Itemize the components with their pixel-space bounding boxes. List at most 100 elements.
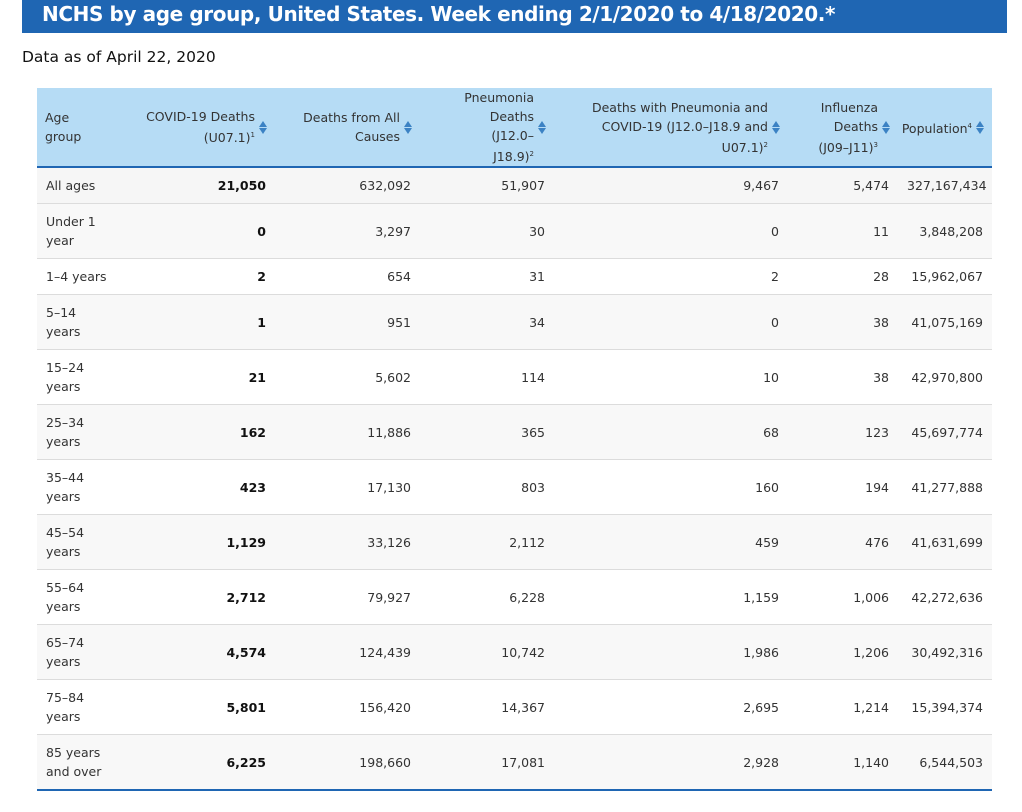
- pneumonia-deaths-cell: 6,228: [420, 569, 554, 626]
- table-row: Under 1 year 0 3,297 30 0 11 3,848,208: [37, 203, 992, 260]
- influenza-deaths-cell: 1,006: [788, 569, 898, 626]
- header-all-causes[interactable]: Deaths from All Causes: [275, 88, 420, 169]
- covid-deaths-cell: 162: [132, 404, 275, 461]
- pneumonia-covid-cell: 1,986: [554, 624, 788, 681]
- table-row: 35–44 years 423 17,130 803 160 194 41,277,888: [37, 459, 992, 516]
- covid-deaths-cell: 5,801: [132, 679, 275, 736]
- influenza-deaths-cell: 38: [788, 294, 898, 351]
- influenza-deaths-cell: 123: [788, 404, 898, 461]
- pneumonia-covid-cell: 2,928: [554, 734, 788, 792]
- pneumonia-deaths-cell: 51,907: [420, 167, 554, 205]
- age-group-cell: 45–54 years: [37, 514, 132, 571]
- pneumonia-deaths-cell: 34: [420, 294, 554, 351]
- population-cell: 41,075,169: [898, 294, 992, 351]
- influenza-deaths-cell: 476: [788, 514, 898, 571]
- influenza-deaths-cell: 1,214: [788, 679, 898, 736]
- pneumonia-deaths-cell: 114: [420, 349, 554, 406]
- sort-arrows-icon[interactable]: [882, 120, 890, 134]
- header-pneumonia-covid[interactable]: Deaths with Pneumonia and COVID-19 (J12.…: [554, 88, 788, 169]
- population-cell: 41,631,699: [898, 514, 992, 571]
- age-group-cell: Under 1 year: [37, 203, 132, 260]
- table-row: 45–54 years 1,129 33,126 2,112 459 476 41,631,…: [37, 514, 992, 571]
- influenza-deaths-cell: 28: [788, 258, 898, 296]
- all-causes-cell: 198,660: [275, 734, 420, 792]
- header-label: Deaths with Pneumonia and COVID-19 (J12.…: [591, 99, 768, 155]
- table-row: 65–74 years 4,574 124,439 10,742 1,986 1,206 3…: [37, 624, 992, 681]
- sort-arrows-icon[interactable]: [976, 120, 984, 134]
- population-cell: 15,394,374: [898, 679, 992, 736]
- all-causes-cell: 124,439: [275, 624, 420, 681]
- pneumonia-covid-cell: 2,695: [554, 679, 788, 736]
- data-table-container: Age group COVID-19 Deaths (U07.1)1 Deaths …: [37, 88, 992, 792]
- covid-deaths-cell: 0: [132, 203, 275, 260]
- all-causes-cell: 79,927: [275, 569, 420, 626]
- covid-deaths-cell: 1,129: [132, 514, 275, 571]
- pneumonia-deaths-cell: 803: [420, 459, 554, 516]
- covid-deaths-cell: 21: [132, 349, 275, 406]
- age-group-cell: 65–74 years: [37, 624, 132, 681]
- age-group-cell: 85 years and over: [37, 734, 132, 792]
- age-group-cell: 15–24 years: [37, 349, 132, 406]
- header-influenza-deaths[interactable]: Influenza Deaths (J09–J11)3: [788, 88, 898, 169]
- pneumonia-covid-cell: 10: [554, 349, 788, 406]
- population-cell: 6,544,503: [898, 734, 992, 792]
- population-cell: 3,848,208: [898, 203, 992, 260]
- header-label: COVID-19 Deaths (U07.1)1: [146, 109, 255, 146]
- sort-arrows-icon[interactable]: [404, 120, 412, 134]
- data-as-of-text: Data as of April 22, 2020: [22, 48, 216, 66]
- table-row: 1–4 years 2 654 31 2 28 15,962,067: [37, 258, 992, 296]
- pneumonia-covid-cell: 459: [554, 514, 788, 571]
- footnote-marker: 2: [529, 150, 534, 158]
- all-causes-cell: 654: [275, 258, 420, 296]
- table-row: 25–34 years 162 11,886 365 68 123 45,697,774: [37, 404, 992, 461]
- header-covid-deaths[interactable]: COVID-19 Deaths (U07.1)1: [132, 88, 275, 169]
- header-label: Influenza Deaths (J09–J11)3: [818, 99, 878, 155]
- pneumonia-covid-cell: 9,467: [554, 167, 788, 205]
- influenza-deaths-cell: 1,206: [788, 624, 898, 681]
- covid-deaths-cell: 1: [132, 294, 275, 351]
- pneumonia-covid-cell: 1,159: [554, 569, 788, 626]
- pneumonia-deaths-cell: 30: [420, 203, 554, 260]
- pneumonia-deaths-cell: 365: [420, 404, 554, 461]
- header-age-group: Age group: [37, 88, 132, 169]
- header-label: Age group: [45, 110, 82, 145]
- header-pneumonia-deaths[interactable]: Pneumonia Deaths (J12.0–J18.9)2: [420, 88, 554, 169]
- influenza-deaths-cell: 5,474: [788, 167, 898, 205]
- age-group-cell: 75–84 years: [37, 679, 132, 736]
- page-banner: NCHS by age group, United States. Week e…: [22, 0, 1007, 33]
- covid-deaths-cell: 6,225: [132, 734, 275, 792]
- population-cell: 45,697,774: [898, 404, 992, 461]
- table-row: All ages 21,050 632,092 51,907 9,467 5,474 327…: [37, 167, 992, 205]
- all-causes-cell: 3,297: [275, 203, 420, 260]
- age-group-cell: 5–14 years: [37, 294, 132, 351]
- table-body: All ages 21,050 632,092 51,907 9,467 5,474 327…: [37, 167, 992, 792]
- pneumonia-deaths-cell: 31: [420, 258, 554, 296]
- influenza-deaths-cell: 1,140: [788, 734, 898, 792]
- all-causes-cell: 5,602: [275, 349, 420, 406]
- header-population[interactable]: Population4: [898, 88, 992, 169]
- covid-deaths-cell: 2: [132, 258, 275, 296]
- population-cell: 15,962,067: [898, 258, 992, 296]
- sort-arrows-icon[interactable]: [538, 120, 546, 134]
- all-causes-cell: 33,126: [275, 514, 420, 571]
- footnote-marker: 4: [967, 121, 972, 130]
- pneumonia-covid-cell: 2: [554, 258, 788, 296]
- table-row: 15–24 years 21 5,602 114 10 38 42,970,800: [37, 349, 992, 406]
- footnote-marker: 2: [763, 140, 768, 149]
- pneumonia-covid-cell: 0: [554, 294, 788, 351]
- sort-arrows-icon[interactable]: [259, 120, 267, 134]
- header-label: Pneumonia Deaths (J12.0–J18.9)2: [464, 90, 534, 165]
- all-causes-cell: 17,130: [275, 459, 420, 516]
- population-cell: 30,492,316: [898, 624, 992, 681]
- table-row: 75–84 years 5,801 156,420 14,367 2,695 1,214 1…: [37, 679, 992, 736]
- population-cell: 41,277,888: [898, 459, 992, 516]
- age-group-cell: 35–44 years: [37, 459, 132, 516]
- table-row: 5–14 years 1 951 34 0 38 41,075,169: [37, 294, 992, 351]
- all-causes-cell: 951: [275, 294, 420, 351]
- covid-deaths-cell: 2,712: [132, 569, 275, 626]
- pneumonia-deaths-cell: 14,367: [420, 679, 554, 736]
- sort-arrows-icon[interactable]: [772, 120, 780, 134]
- pneumonia-deaths-cell: 17,081: [420, 734, 554, 792]
- pneumonia-covid-cell: 0: [554, 203, 788, 260]
- pneumonia-deaths-cell: 2,112: [420, 514, 554, 571]
